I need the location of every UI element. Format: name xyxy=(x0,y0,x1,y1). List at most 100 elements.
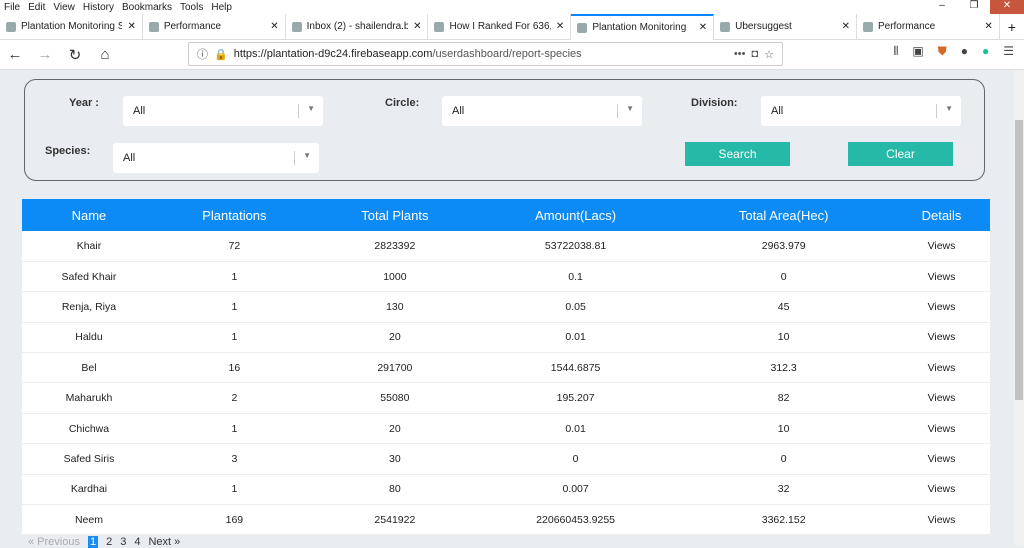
shield-icon[interactable]: ⛊ xyxy=(937,44,947,58)
reload-icon[interactable]: ↻ xyxy=(68,46,82,64)
views-link[interactable]: Views xyxy=(892,261,990,293)
next-button[interactable]: Next » xyxy=(148,536,181,548)
previous-button[interactable]: « Previous xyxy=(28,536,80,548)
sidebar-icon[interactable]: ▣ xyxy=(912,44,924,58)
table-cell: 3 xyxy=(155,443,313,475)
table-row: Kardhai 1 80 0.007 32 Views xyxy=(22,474,990,506)
table-cell: Maharukh xyxy=(22,382,156,414)
favicon-icon xyxy=(434,21,445,32)
browser-tab[interactable]: Performance ✕ xyxy=(143,13,286,40)
scrollbar-thumb[interactable] xyxy=(1015,120,1023,400)
page-3-button[interactable]: 3 xyxy=(120,536,127,548)
page-1-button[interactable]: 1 xyxy=(87,536,99,548)
lock-icon: 🔒 xyxy=(214,48,228,61)
circle-label: Circle: xyxy=(385,97,420,109)
table-row: Neem 169 2541922 220660453.9255 3362.152 View… xyxy=(22,504,990,536)
close-tab-icon[interactable]: ✕ xyxy=(555,21,565,32)
close-window-icon[interactable]: ✕ xyxy=(990,0,1024,14)
scrollbar[interactable] xyxy=(1014,70,1024,546)
species-select[interactable]: All ▼ xyxy=(113,143,319,173)
new-tab-icon[interactable]: + xyxy=(1007,18,1016,35)
minimize-icon[interactable]: – xyxy=(939,0,945,11)
bookmark-star-icon[interactable]: ☆ xyxy=(764,48,774,61)
favicon-icon xyxy=(291,21,302,32)
back-icon[interactable]: ← xyxy=(7,46,23,63)
table-cell: 2823392 xyxy=(312,231,477,262)
close-tab-icon[interactable]: ✕ xyxy=(698,22,708,33)
maximize-icon[interactable]: ❐ xyxy=(969,0,979,11)
close-tab-icon[interactable]: ✕ xyxy=(413,21,422,32)
views-link[interactable]: Views xyxy=(892,231,990,262)
close-tab-icon[interactable]: ✕ xyxy=(270,21,279,32)
table-cell: 1544.6875 xyxy=(476,352,675,384)
views-link[interactable]: Views xyxy=(892,474,990,506)
menu-edit[interactable]: Edit xyxy=(28,1,46,13)
year-label: Year : xyxy=(69,97,99,109)
views-link[interactable]: Views xyxy=(892,504,990,536)
tab-title: Performance xyxy=(877,21,936,32)
table-cell: 82 xyxy=(674,382,893,414)
views-link[interactable]: Views xyxy=(892,322,990,354)
close-tab-icon[interactable]: ✕ xyxy=(984,21,993,32)
table-cell: 0.007 xyxy=(476,474,675,506)
close-tab-icon[interactable]: ✕ xyxy=(841,21,850,32)
table-cell: 0 xyxy=(674,261,893,293)
table-cell: 3362.152 xyxy=(674,504,893,536)
table-cell: 1 xyxy=(155,413,313,445)
table-cell: 1 xyxy=(155,291,313,323)
table-cell: 0 xyxy=(674,443,893,475)
table-row: Haldu 1 20 0.01 10 Views xyxy=(22,322,990,354)
table-cell: 2541922 xyxy=(312,504,477,536)
pocket-icon[interactable]: ◘ xyxy=(751,48,759,60)
url-bar[interactable]: ⓘ 🔒 https://plantation-d9c24.firebaseapp.… xyxy=(188,42,783,66)
column-header[interactable]: Total Plants xyxy=(312,199,477,231)
browser-tab[interactable]: Plantation Monitoring Sy ✕ xyxy=(0,13,143,40)
more-icon[interactable]: ••• xyxy=(733,48,746,60)
menu-bookmarks[interactable]: Bookmarks xyxy=(121,1,172,13)
tab-title: Inbox (2) - shailendra.bra xyxy=(306,21,409,32)
page-4-button[interactable]: 4 xyxy=(134,536,141,548)
account-icon[interactable]: ● xyxy=(960,44,968,58)
column-header[interactable]: Details xyxy=(892,199,990,231)
page-2-button[interactable]: 2 xyxy=(106,536,113,548)
views-link[interactable]: Views xyxy=(892,291,990,323)
forward-icon[interactable]: → xyxy=(37,46,53,63)
circle-select[interactable]: All ▼ xyxy=(442,96,642,126)
menu-history[interactable]: History xyxy=(82,1,114,13)
year-select[interactable]: All ▼ xyxy=(123,96,323,126)
views-link[interactable]: Views xyxy=(892,352,990,384)
table-cell: 2963.979 xyxy=(674,231,893,262)
species-label: Species: xyxy=(45,145,91,157)
close-tab-icon[interactable]: ✕ xyxy=(127,21,136,32)
browser-tab[interactable]: Ubersuggest ✕ xyxy=(714,13,857,40)
column-header[interactable]: Amount(Lacs) xyxy=(476,199,675,231)
filter-panel: Year : All ▼ Circle: All ▼ Division: All ▼ … xyxy=(24,79,985,181)
menu-file[interactable]: File xyxy=(4,1,21,13)
browser-tab[interactable]: Plantation Monitoring ✕ xyxy=(571,13,715,40)
division-select[interactable]: All ▼ xyxy=(761,96,961,126)
browser-tab[interactable]: How I Ranked For 636,36 ✕ xyxy=(428,13,572,40)
column-header[interactable]: Total Area(Hec) xyxy=(674,199,893,231)
views-link[interactable]: Views xyxy=(892,382,990,414)
views-link[interactable]: Views xyxy=(892,413,990,445)
menu-icon[interactable]: ☰ xyxy=(1003,44,1014,58)
browser-tab[interactable]: Performance ✕ xyxy=(857,13,1000,40)
table-cell: Safed Khair xyxy=(22,261,156,293)
table-cell: 20 xyxy=(312,413,477,445)
tab-bar: Plantation Monitoring Sy ✕ Performance ✕ Inb… xyxy=(0,13,1024,40)
search-button[interactable]: Search xyxy=(685,142,790,166)
tab-title: Plantation Monitoring Sy xyxy=(21,21,123,32)
grammarly-icon[interactable]: ● xyxy=(981,44,990,58)
table-cell: 169 xyxy=(155,504,313,536)
browser-tab[interactable]: Inbox (2) - shailendra.bra ✕ xyxy=(286,13,429,40)
clear-button[interactable]: Clear xyxy=(848,142,953,166)
column-header[interactable]: Plantations xyxy=(155,199,313,231)
menu-view[interactable]: View xyxy=(53,1,75,13)
menu-help[interactable]: Help xyxy=(211,1,232,13)
views-link[interactable]: Views xyxy=(892,443,990,475)
library-icon[interactable]: ⫴ xyxy=(893,44,899,58)
column-header[interactable]: Name xyxy=(22,199,156,231)
home-icon[interactable]: ⌂ xyxy=(100,46,110,63)
menu-tools[interactable]: Tools xyxy=(180,1,204,13)
info-icon[interactable]: ⓘ xyxy=(197,49,208,61)
